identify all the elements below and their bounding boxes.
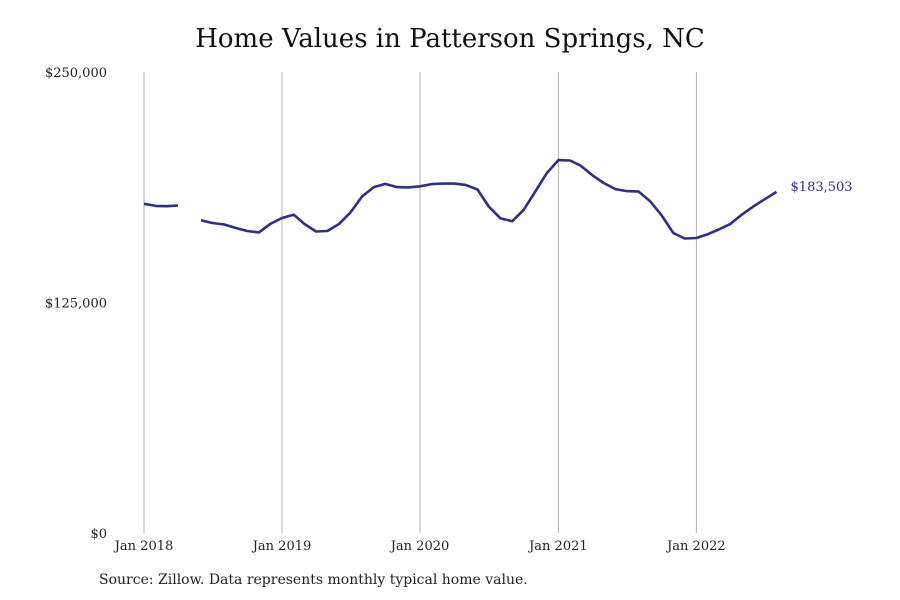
chart-title: Home Values in Patterson Springs, NC bbox=[195, 24, 705, 54]
x-axis-ticks: Jan 2018 Jan 2019 Jan 2020 Jan 2021 Jan 2022 bbox=[113, 539, 726, 554]
x-tick-label: Jan 2022 bbox=[665, 539, 726, 554]
series-line bbox=[200, 158, 778, 240]
x-tick-label: Jan 2018 bbox=[113, 539, 174, 554]
data-labels: $183,503 bbox=[791, 180, 853, 195]
x-tick-label: Jan 2019 bbox=[251, 539, 312, 554]
source-note: Source: Zillow. Data represents monthly … bbox=[99, 572, 528, 588]
end-value-label: $183,503 bbox=[791, 180, 853, 195]
y-axis-ticks: $0 $125,000 $250,000 bbox=[45, 66, 107, 542]
series-group bbox=[143, 158, 778, 240]
x-tick-label: Jan 2021 bbox=[527, 539, 588, 554]
series-line bbox=[143, 202, 179, 208]
y-tick-label: $0 bbox=[90, 527, 107, 542]
x-tick-label: Jan 2020 bbox=[389, 539, 450, 554]
gridlines bbox=[143, 72, 697, 533]
y-tick-label: $125,000 bbox=[45, 297, 107, 312]
y-tick-label: $250,000 bbox=[45, 66, 107, 81]
